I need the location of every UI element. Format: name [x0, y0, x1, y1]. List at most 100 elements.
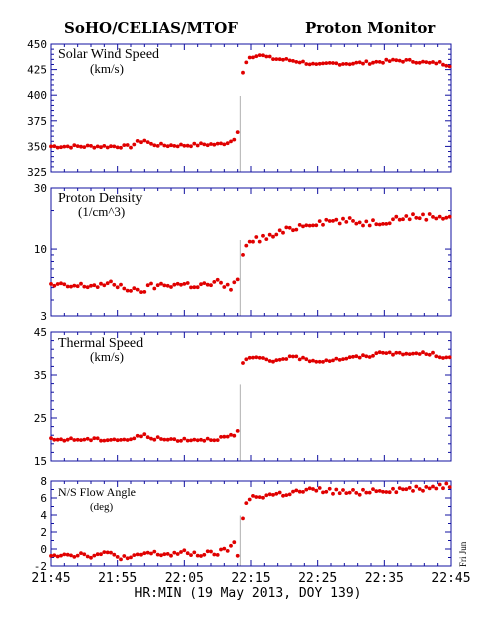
data-point	[69, 284, 73, 289]
data-point	[229, 287, 233, 292]
data-point	[72, 283, 77, 288]
data-point	[52, 283, 57, 288]
data-point	[414, 60, 419, 65]
data-point	[75, 553, 80, 558]
data-point	[85, 143, 90, 148]
data-point	[251, 239, 255, 244]
data-point	[287, 58, 292, 63]
y-tick-label: 6	[40, 492, 47, 505]
data-point	[82, 552, 87, 557]
data-point	[195, 285, 200, 290]
data-point	[334, 217, 339, 222]
data-point	[179, 550, 183, 554]
data-point	[82, 145, 87, 150]
data-point	[311, 487, 315, 491]
data-point	[199, 437, 203, 442]
data-point	[361, 223, 365, 228]
data-point	[232, 433, 237, 438]
data-point	[244, 501, 249, 505]
data-point	[327, 359, 332, 363]
data-point	[251, 494, 255, 498]
data-point	[281, 357, 285, 361]
data-point	[391, 352, 395, 357]
data-point	[165, 144, 170, 149]
data-point	[324, 61, 329, 65]
data-point	[411, 351, 415, 356]
data-point	[189, 553, 193, 557]
data-point	[411, 60, 415, 64]
data-point	[427, 486, 432, 491]
data-point	[267, 492, 272, 497]
data-point	[247, 355, 252, 360]
data-point	[79, 438, 83, 442]
data-point	[291, 489, 295, 494]
data-point	[254, 495, 259, 499]
data-point	[192, 550, 197, 555]
data-point	[99, 281, 103, 286]
data-point	[182, 436, 187, 441]
data-point	[222, 546, 227, 551]
data-point	[434, 216, 439, 221]
data-point	[317, 61, 322, 66]
data-point	[307, 359, 312, 364]
panel-units: (1/cm^3)	[78, 204, 125, 219]
panel-units: (km/s)	[90, 61, 124, 76]
x-tick-label: 22:25	[298, 571, 337, 586]
data-point	[132, 553, 137, 557]
data-point	[149, 551, 153, 556]
data-point	[251, 55, 255, 60]
data-point	[344, 356, 349, 361]
data-point	[441, 356, 445, 360]
data-point	[69, 553, 73, 558]
data-point	[132, 286, 137, 291]
data-point	[142, 138, 147, 143]
data-point	[162, 143, 167, 148]
data-point	[261, 495, 265, 500]
data-point	[182, 548, 187, 553]
panel-3: 15 25 35 45 Thermal Speed(km/s)	[34, 326, 452, 468]
data-point	[65, 284, 70, 289]
data-point	[125, 143, 130, 147]
data-point	[244, 243, 249, 248]
data-point	[189, 438, 193, 443]
data-point	[284, 225, 289, 230]
data-point	[229, 432, 233, 437]
data-point	[394, 350, 399, 355]
data-point	[205, 549, 210, 554]
data-point	[72, 438, 77, 442]
data-point	[407, 57, 412, 62]
data-point	[271, 57, 275, 61]
data-point	[321, 490, 325, 495]
data-point	[155, 144, 160, 148]
data-point	[387, 59, 392, 63]
data-point	[159, 553, 163, 558]
data-point	[254, 235, 259, 239]
data-point	[185, 281, 190, 285]
y-tick-label: 8	[40, 475, 47, 488]
data-point	[337, 491, 342, 496]
data-point	[277, 357, 282, 362]
data-point	[219, 435, 223, 439]
data-point	[55, 145, 60, 150]
data-point	[447, 355, 452, 360]
header-title: Proton Monitor	[305, 19, 436, 37]
data-point	[447, 485, 452, 489]
data-point	[294, 60, 299, 64]
x-tick-label: 22:45	[431, 571, 470, 586]
data-point	[165, 283, 170, 288]
data-point	[394, 490, 399, 495]
data-point	[109, 144, 113, 149]
data-point	[341, 488, 345, 492]
data-point	[294, 354, 299, 359]
data-point	[317, 359, 322, 364]
data-point	[381, 60, 385, 65]
data-point	[374, 351, 379, 356]
data-point	[444, 355, 449, 360]
data-point	[347, 490, 352, 495]
data-point	[72, 555, 77, 559]
data-point	[361, 61, 365, 66]
data-point	[381, 222, 385, 226]
data-point	[284, 493, 289, 497]
data-point	[447, 64, 452, 69]
data-point	[109, 550, 113, 555]
